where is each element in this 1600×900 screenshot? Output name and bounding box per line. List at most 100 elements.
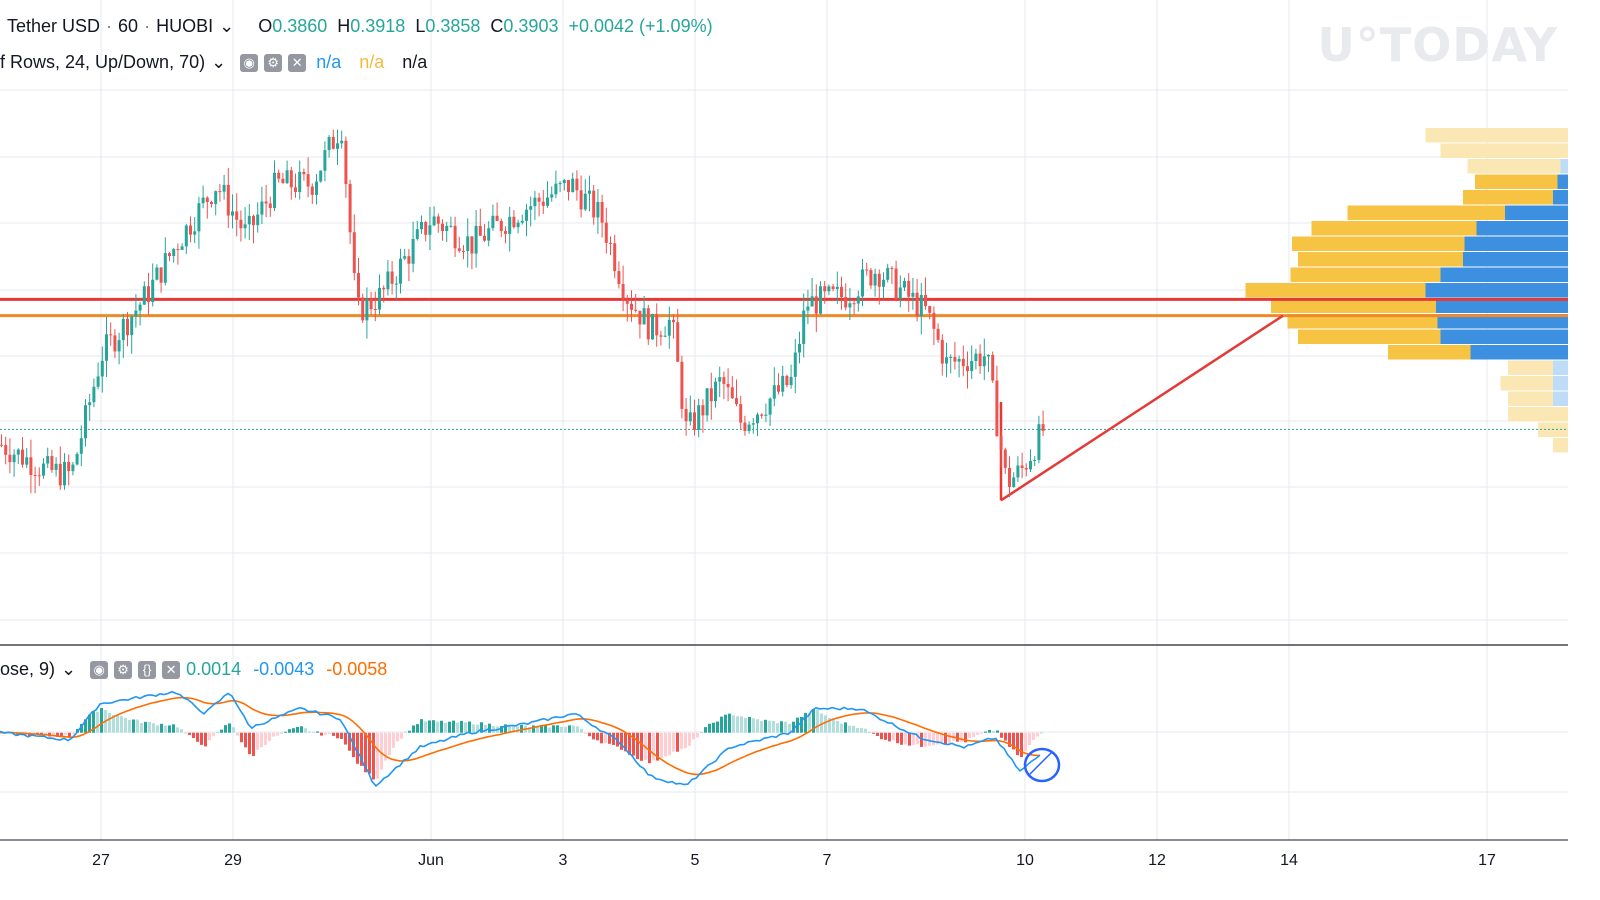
source-code-icon[interactable]: {} — [138, 660, 157, 679]
candle-body — [646, 308, 650, 340]
candle-body — [970, 361, 974, 372]
candle-body — [600, 201, 604, 223]
candle-body — [907, 280, 911, 297]
candle-body — [772, 385, 776, 399]
volume-profile-legend[interactable]: f Rows, 24, Up/Down, 70) ⌄ ◉ ⚙ ✕ n/a n/a… — [0, 52, 433, 73]
macd-histogram-bar — [300, 726, 303, 733]
candle-body — [201, 197, 205, 204]
horizontal-gridlines — [0, 89, 1568, 793]
candle-body — [474, 225, 478, 254]
macd-histogram-bar — [588, 732, 591, 737]
candle-body — [12, 454, 16, 463]
macd-histogram-bar — [668, 732, 671, 756]
candle-body — [987, 354, 990, 357]
macd-histogram-bar — [888, 732, 891, 742]
macd-legend[interactable]: ose, 9) ⌄ ◉ ⚙ {} ✕ 0.0014 -0.0043 -0.005… — [0, 659, 393, 680]
macd-histogram-bar — [276, 732, 279, 736]
profile-bar-down — [1463, 252, 1568, 267]
macd-histogram-bar — [704, 727, 707, 733]
candle-body — [504, 231, 507, 234]
interval[interactable]: 60 — [118, 16, 139, 36]
candle-body — [1041, 424, 1045, 431]
candle-body — [491, 215, 495, 229]
macd-histogram-bar — [248, 732, 251, 755]
chevron-down-icon[interactable]: ⌄ — [219, 16, 235, 36]
macd-histogram-bar — [940, 732, 943, 744]
candle-body — [252, 215, 255, 226]
symbol-legend[interactable]: Tether USD · 60 · HUOBI ⌄ O 0.3860 H 0.3… — [7, 16, 713, 36]
x-tick-label: 5 — [690, 852, 700, 869]
macd-histogram-bar — [808, 713, 811, 733]
candle-body — [747, 424, 751, 431]
profile-bar-down — [1464, 236, 1568, 251]
candle-body — [991, 354, 995, 381]
macd-histogram-bar — [580, 728, 583, 733]
candle-body — [588, 190, 591, 194]
chevron-down-icon[interactable]: ⌄ — [61, 659, 77, 679]
candle-body — [898, 287, 902, 300]
candle-body — [33, 474, 37, 476]
price-chart[interactable] — [0, 0, 1568, 882]
macd-histogram-bar — [884, 732, 887, 740]
macd-histogram-bar — [100, 708, 103, 733]
macd-histogram-bar — [148, 721, 151, 733]
candle-body — [96, 376, 100, 387]
macd-histogram-bar — [1012, 732, 1015, 750]
macd-histogram-bar — [792, 721, 795, 733]
candle-body — [172, 249, 176, 257]
macd-histogram-bar — [60, 732, 63, 738]
macd-histogram-bar — [312, 731, 315, 733]
candle-body — [226, 184, 230, 216]
candle-body — [100, 360, 104, 377]
macd-histogram-bar — [112, 714, 115, 733]
eye-icon[interactable]: ◉ — [240, 53, 259, 72]
x-tick-label: 7 — [822, 852, 832, 869]
gear-icon[interactable]: ⚙ — [264, 53, 283, 72]
profile-bar-down — [1553, 190, 1568, 205]
candle-body — [168, 253, 171, 257]
candle-body — [1012, 477, 1016, 487]
candle-body — [945, 357, 948, 364]
candle-body — [672, 319, 675, 323]
macd-histogram-bar — [168, 725, 171, 733]
candle-body — [634, 309, 638, 311]
candle-body — [138, 304, 142, 311]
candle-body — [903, 280, 906, 288]
candle-body — [840, 286, 843, 298]
macd-histogram-bar — [208, 732, 211, 741]
macd-histogram-bar — [412, 725, 415, 733]
candle-body — [399, 258, 402, 284]
macd-histogram-bar — [800, 716, 803, 733]
close-icon[interactable]: ✕ — [162, 660, 181, 679]
candle-body — [877, 273, 881, 287]
candle-body — [512, 216, 516, 228]
eye-icon[interactable]: ◉ — [90, 660, 109, 679]
candle-body — [525, 209, 528, 221]
candle-body — [113, 335, 117, 352]
macd-histogram-bar — [1032, 732, 1035, 740]
candle-body — [739, 404, 743, 423]
change-value: +0.0042 (+1.09%) — [568, 16, 713, 36]
macd-histogram-bar — [964, 732, 967, 743]
macd-histogram-bar — [744, 718, 747, 733]
chevron-down-icon[interactable]: ⌄ — [211, 52, 227, 72]
candle-body — [21, 449, 24, 465]
macd-histogram-bar — [256, 732, 259, 750]
candle-body — [621, 284, 625, 300]
profile-bar-up — [1388, 345, 1471, 360]
profile-bar-up — [1425, 128, 1568, 143]
candle-body — [768, 398, 772, 415]
macd-histogram-bar — [596, 732, 599, 741]
macd-histogram-bar — [656, 732, 659, 761]
macd-histogram-bar — [772, 720, 775, 733]
macd-histogram-bar — [140, 723, 143, 733]
profile-bar-up — [1467, 159, 1561, 174]
close-icon[interactable]: ✕ — [288, 53, 307, 72]
candle-body — [957, 358, 961, 362]
candle-body — [340, 140, 344, 144]
gear-icon[interactable]: ⚙ — [114, 660, 133, 679]
macd-histogram-bar — [752, 718, 755, 733]
macd-histogram-bar — [592, 732, 595, 740]
candle-body — [243, 224, 247, 229]
macd-histogram-bar — [852, 725, 855, 733]
